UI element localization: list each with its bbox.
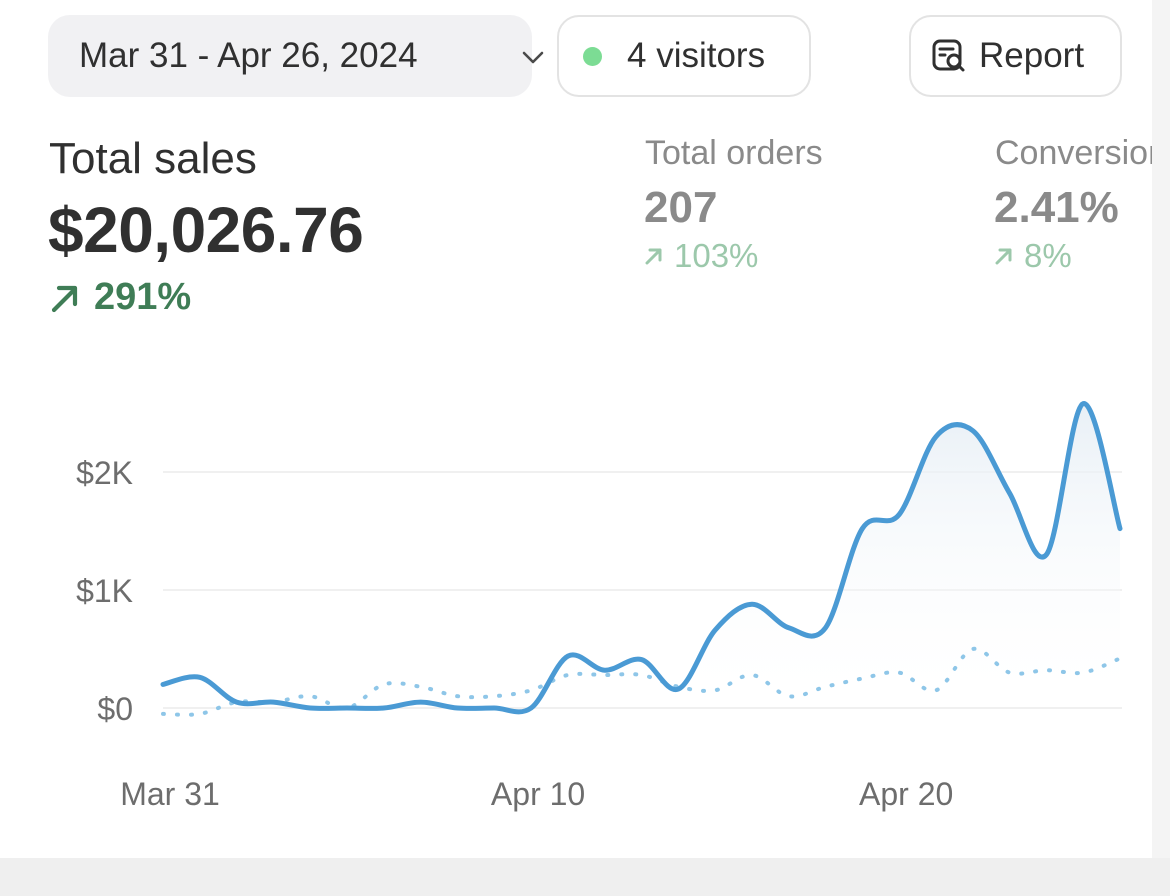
date-range-picker[interactable]: Mar 31 - Apr 26, 2024 [48, 15, 544, 97]
comparison-series-line [161, 646, 1122, 717]
conversion-change-value: 8% [1024, 237, 1072, 274]
arrow-up-right-icon [51, 285, 78, 312]
primary-series-line [160, 401, 1123, 715]
total-sales-change-value: 291% [94, 276, 192, 318]
x-tick-label: Apr 20 [859, 776, 953, 812]
arrow-up-right-icon [995, 248, 1012, 265]
total-orders-value: 207 [644, 183, 718, 232]
scroll-edge [1152, 0, 1170, 858]
x-tick-label: Apr 10 [491, 776, 585, 812]
sales-line-chart[interactable]: $0 $1K $2K Mar 31 Apr 10 Apr 20 [0, 0, 1152, 858]
total-orders-change-value: 103% [674, 237, 759, 274]
chevron-down-icon [522, 51, 544, 64]
arrow-up-right-icon [645, 248, 662, 265]
y-tick-label: $0 [97, 691, 133, 727]
total-sales-label[interactable]: Total sales [49, 134, 257, 183]
sales-overview-card: Mar 31 - Apr 26, 2024 4 visitors Report … [0, 0, 1152, 858]
conversion-change: 8% [994, 237, 1072, 275]
conversion-label[interactable]: Conversion [995, 134, 1152, 172]
report-label: Report [979, 36, 1085, 75]
total-sales-change: 291% [48, 276, 191, 319]
y-tick-label: $1K [76, 573, 133, 609]
report-search-icon [932, 39, 965, 72]
total-orders-change: 103% [644, 237, 758, 275]
total-sales-value: $20,026.76 [48, 194, 364, 266]
visitors-label: 4 visitors [627, 36, 766, 75]
series-area-fill [163, 403, 1120, 712]
x-tick-label: Mar 31 [120, 776, 220, 812]
y-tick-label: $2K [76, 455, 133, 491]
total-orders-label[interactable]: Total orders [645, 134, 823, 172]
live-visitors-button[interactable]: 4 visitors [557, 15, 811, 97]
date-range-label: Mar 31 - Apr 26, 2024 [79, 36, 418, 75]
conversion-value: 2.41% [994, 183, 1119, 232]
report-button[interactable]: Report [909, 15, 1122, 97]
live-status-dot [583, 46, 602, 66]
